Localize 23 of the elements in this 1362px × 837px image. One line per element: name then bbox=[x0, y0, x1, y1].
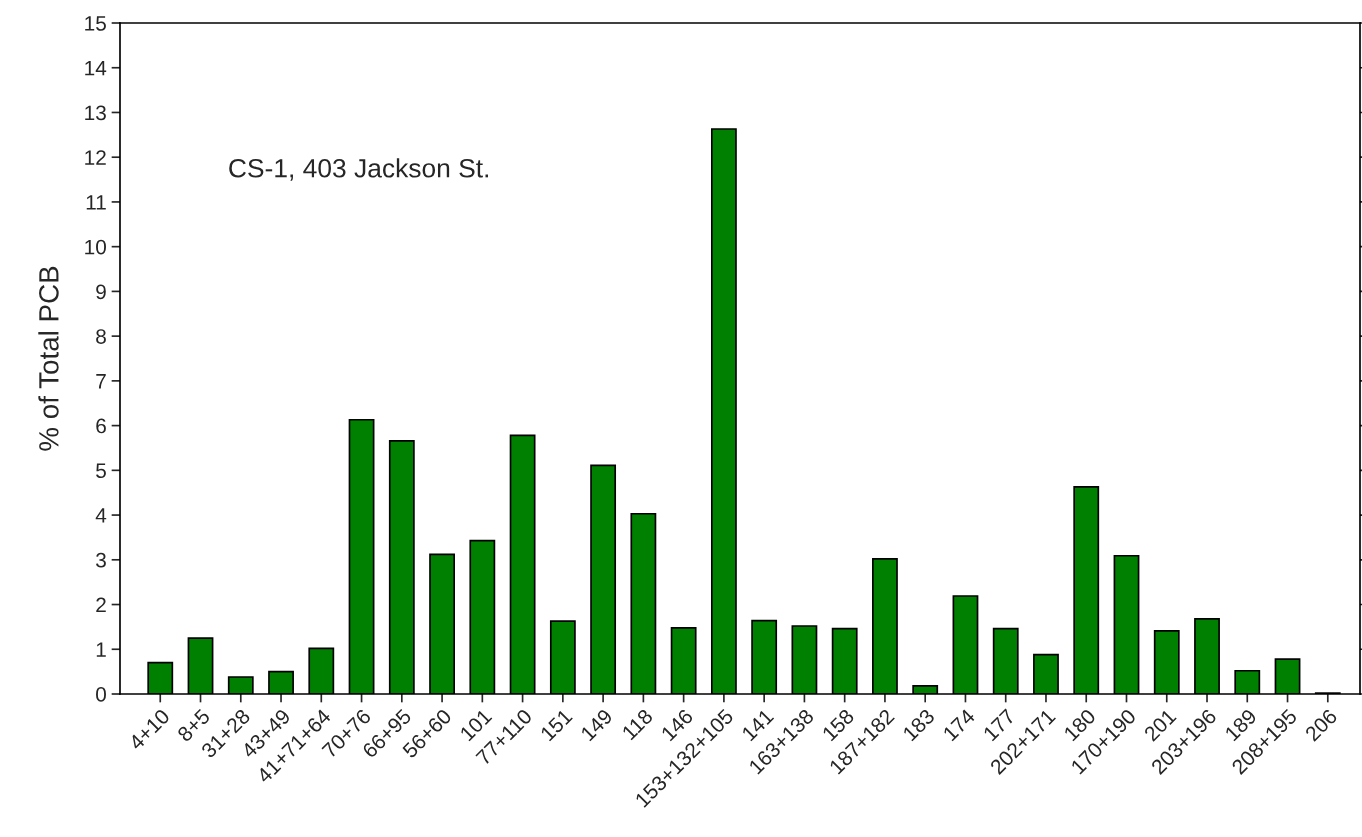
x-tick-label: 174 bbox=[942, 708, 976, 742]
y-tick-label: 6 bbox=[96, 418, 106, 434]
y-tick-label: 11 bbox=[86, 195, 106, 210]
y-tick-label: 3 bbox=[96, 552, 106, 568]
y-tick-label: 4 bbox=[95, 508, 107, 523]
x-tick-label: 183 bbox=[902, 708, 936, 742]
y-tick-label: 8 bbox=[96, 329, 106, 344]
x-tick-label: 149 bbox=[580, 708, 614, 742]
y-tick-label: 0 bbox=[96, 687, 106, 702]
x-tick-label: 206 bbox=[1304, 708, 1338, 742]
y-axis-title: % of Total PCB bbox=[38, 266, 59, 451]
y-tick-label: 7 bbox=[96, 374, 106, 389]
y-tick-label: 10 bbox=[85, 239, 106, 255]
y-tick-label: 14 bbox=[85, 60, 107, 76]
annotation: CS-1, 403 Jackson St. bbox=[229, 158, 489, 181]
y-tick-label: 15 bbox=[85, 16, 106, 31]
y-tick-label: 2 bbox=[96, 597, 106, 613]
y-tick-label: 13 bbox=[85, 105, 106, 121]
y-tick-label: 5 bbox=[96, 463, 106, 479]
y-tick-label: 9 bbox=[96, 284, 106, 300]
y-tick-label: 1 bbox=[96, 642, 106, 657]
y-tick-label: 12 bbox=[85, 150, 106, 165]
x-tick-label: 151 bbox=[539, 708, 573, 742]
